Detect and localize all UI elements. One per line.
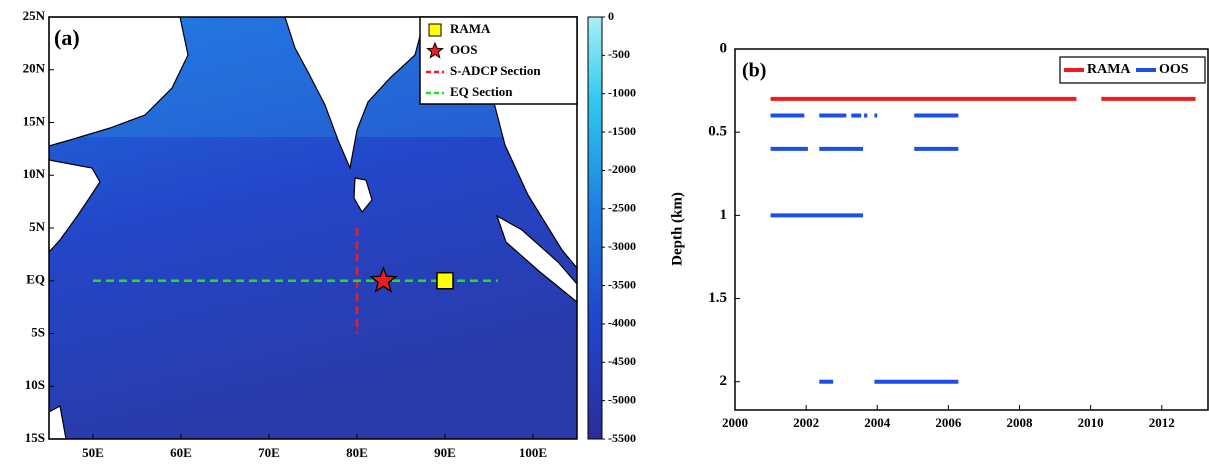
panel-label: (a) — [54, 25, 80, 50]
x-tick-label: 2010 — [1078, 415, 1104, 430]
colorbar-tick-label: -1000 — [608, 85, 636, 99]
timeline: (b) Depth (km) 2000 2002 2004 2006 2008 2010 2… — [669, 40, 1208, 430]
legend-label: RAMA — [450, 21, 491, 36]
colorbar-tick-label: -2000 — [608, 162, 636, 176]
y-tick-label: 20N — [23, 61, 46, 76]
y-tick-label: 10S — [25, 377, 45, 392]
legend-swatch — [429, 24, 441, 36]
y-tick-label: EQ — [26, 272, 45, 287]
y-tick-label: 5N — [29, 219, 46, 234]
colorbar-tick-label: -4000 — [608, 316, 636, 330]
y-tick-label: 2 — [720, 373, 728, 389]
panel-label: (b) — [742, 60, 766, 82]
y-axis-label: Depth (km) — [669, 192, 685, 266]
x-tick-label: 2002 — [793, 415, 819, 430]
x-tick-label: 2000 — [722, 415, 748, 430]
figure: (a) 50E 60E 70E 80E 90E 100E 15S 10S 5S EQ 5N 10N 15… — [0, 0, 1209, 465]
colorbar-tick-label: -2500 — [608, 201, 636, 215]
x-tick-label: 2012 — [1149, 415, 1175, 430]
legend-label: RAMA — [1087, 62, 1131, 77]
x-tick-label: 90E — [434, 445, 456, 460]
y-tick-label: 25N — [23, 8, 46, 23]
x-tick-label: 60E — [170, 445, 192, 460]
x-tick-label: 50E — [82, 445, 104, 460]
colorbar-tick-label: -4500 — [608, 354, 636, 368]
x-tick-label: 100E — [519, 445, 547, 460]
y-tick-label: 10N — [23, 166, 46, 181]
x-tick-label: 70E — [258, 445, 280, 460]
y-tick-label: 15N — [23, 113, 46, 128]
colorbar-tick-label: -5000 — [608, 392, 636, 406]
colorbar-tick-label: -1500 — [608, 124, 636, 138]
y-tick-label: 1.5 — [708, 290, 727, 306]
legend-label: OOS — [1159, 62, 1189, 77]
colorbar-tick-label: -3000 — [608, 239, 636, 253]
colorbar-tick-label: -5500 — [608, 431, 636, 445]
colorbar — [588, 17, 602, 439]
colorbar-tick-label: -500 — [608, 47, 630, 61]
legend-label: OOS — [450, 42, 477, 57]
y-tick-label: 15S — [25, 430, 45, 445]
x-tick-label: 2004 — [864, 415, 891, 430]
map: (a) 50E 60E 70E 80E 90E 100E 15S 10S 5S EQ 5N 10N 15… — [23, 8, 636, 460]
legend-label: EQ Section — [450, 84, 513, 99]
legend-label: S-ADCP Section — [450, 63, 541, 78]
y-tick-label: 5S — [31, 324, 45, 339]
x-tick-label: 80E — [346, 445, 368, 460]
x-tick-label: 2006 — [935, 415, 962, 430]
timeline-frame — [735, 49, 1208, 410]
site-marker — [437, 273, 453, 289]
x-tick-label: 2008 — [1007, 415, 1034, 430]
colorbar-tick-label: -3500 — [608, 277, 636, 291]
y-tick-label: 0 — [720, 40, 728, 56]
colorbar-tick-label: 0 — [608, 9, 614, 23]
y-tick-label: 0.5 — [708, 124, 727, 140]
y-tick-label: 1 — [720, 207, 728, 223]
